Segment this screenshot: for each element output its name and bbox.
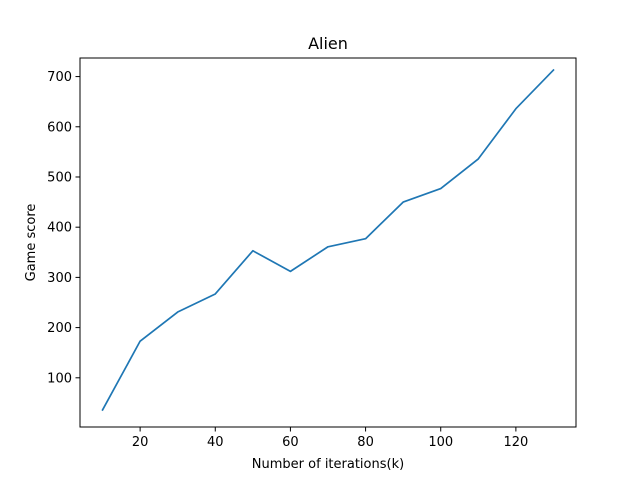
data-point xyxy=(177,311,179,313)
x-tick-label: 60 xyxy=(282,435,299,450)
data-point xyxy=(289,270,291,272)
x-tick-label: 40 xyxy=(207,435,224,450)
data-point xyxy=(139,340,141,342)
data-point xyxy=(402,201,404,203)
data-point xyxy=(327,246,329,248)
plot-area xyxy=(101,68,555,412)
x-tick-label: 80 xyxy=(357,435,374,450)
x-tick-label: 120 xyxy=(503,435,528,450)
y-tick-label: 700 xyxy=(47,70,72,85)
data-point xyxy=(440,188,442,190)
data-point xyxy=(214,293,216,295)
data-point xyxy=(252,250,254,252)
y-tick-label: 200 xyxy=(47,321,72,336)
y-tick-label: 500 xyxy=(47,170,72,185)
x-tick-label: 100 xyxy=(428,435,453,450)
data-point xyxy=(102,409,104,411)
y-axis-ticks: 100 200 300 400 500 600 700 xyxy=(47,70,80,386)
data-point xyxy=(552,69,554,71)
y-tick-label: 300 xyxy=(47,271,72,286)
x-axis-ticks: 20 40 60 80 100 120 xyxy=(132,427,528,450)
x-tick-label: 20 xyxy=(132,435,149,450)
x-axis-label: Number of iterations(k) xyxy=(252,457,404,472)
y-axis-label: Game score xyxy=(24,204,39,282)
plot-frame xyxy=(79,57,577,428)
data-point xyxy=(365,238,367,240)
data-point xyxy=(515,108,517,110)
y-tick-label: 100 xyxy=(47,371,72,386)
chart-title: Alien xyxy=(308,34,348,53)
y-tick-label: 600 xyxy=(47,120,72,135)
data-point xyxy=(477,158,479,160)
y-tick-label: 400 xyxy=(47,221,72,236)
